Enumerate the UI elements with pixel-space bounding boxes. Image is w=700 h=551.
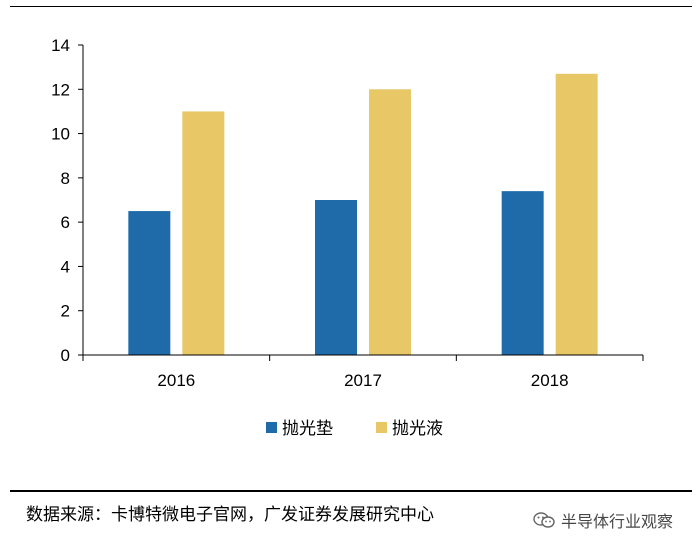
y-tick-label: 8: [61, 169, 70, 188]
wechat-icon: [533, 512, 555, 528]
legend-label: 抛光垫: [282, 419, 333, 439]
y-tick-label: 10: [51, 125, 70, 144]
legend-swatch: [376, 422, 387, 433]
bar: [555, 73, 598, 356]
y-axis: 0 2 4 6 8 10 12 14: [51, 36, 84, 365]
source-note: 数据来源：卡博特微电子官网，广发证券发展研究中心: [26, 505, 434, 525]
y-tick-label: 12: [51, 80, 70, 99]
y-tick-label: 6: [61, 213, 70, 232]
bar: [182, 111, 225, 355]
x-axis: 2016 2017 2018: [82, 354, 644, 390]
watermark-label: 半导体行业观察: [561, 512, 674, 531]
bar: [315, 200, 357, 355]
bars: [128, 73, 598, 356]
bar: [369, 89, 411, 356]
legend: 抛光垫 抛光液: [266, 419, 443, 439]
x-tick-label: 2018: [531, 371, 569, 390]
y-tick-label: 4: [61, 257, 70, 276]
watermark: 半导体行业观察: [533, 508, 673, 532]
x-tick-label: 2016: [157, 371, 195, 390]
bar: [128, 211, 171, 355]
y-tick-label: 2: [61, 302, 70, 321]
y-tick-label: 14: [51, 36, 70, 55]
y-tick-label: 0: [61, 346, 70, 365]
legend-swatch: [266, 422, 277, 433]
bottom-rule: [10, 490, 692, 492]
bar-chart: 0 2 4 6 8 10 12 14 2016 2017 2018 抛光垫 抛光液: [51, 36, 644, 439]
x-tick-label: 2017: [344, 371, 382, 390]
bar: [501, 191, 544, 355]
legend-label: 抛光液: [392, 419, 443, 439]
top-rule: [10, 6, 692, 7]
